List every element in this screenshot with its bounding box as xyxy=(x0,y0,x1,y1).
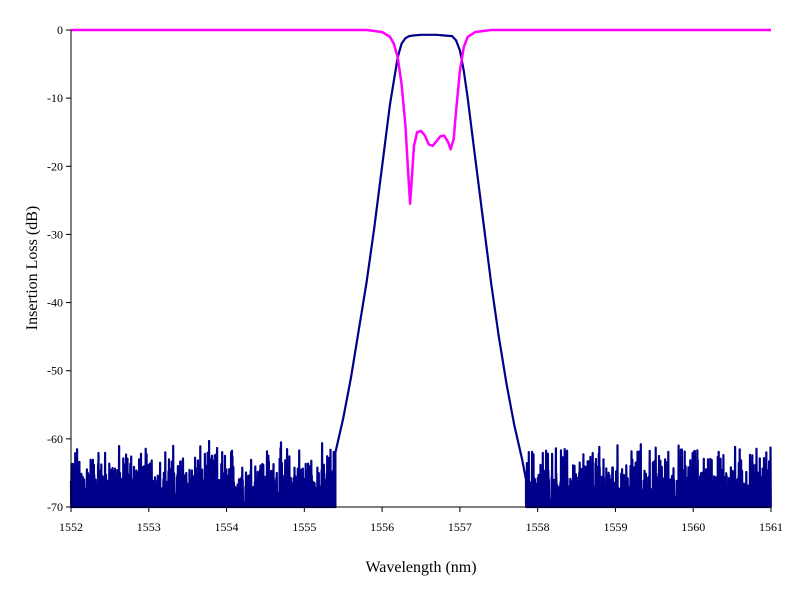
x-tick-label: 1554 xyxy=(215,520,239,534)
x-tick-label: 1556 xyxy=(370,520,394,534)
x-tick-label: 1552 xyxy=(59,520,83,534)
x-tick-label: 1555 xyxy=(292,520,316,534)
x-tick-label: 1559 xyxy=(603,520,627,534)
x-tick-label: 1558 xyxy=(526,520,550,534)
y-tick-label: -30 xyxy=(47,227,63,241)
y-axis-title: Insertion Loss (dB) xyxy=(24,206,41,330)
y-axis-ticks: 0 -10 -20 -30 -40 -50 -60 -70 xyxy=(47,23,71,514)
y-tick-label: -60 xyxy=(47,432,63,446)
x-axis-ticks: 1552 1553 1554 1555 1556 1557 1558 1559 1560 1561 xyxy=(59,507,783,534)
x-axis-title: Wavelength (nm) xyxy=(365,559,476,576)
x-tick-label: 1557 xyxy=(448,520,472,534)
reflection-series-line xyxy=(71,28,771,206)
x-tick-label: 1553 xyxy=(137,520,161,534)
y-tick-label: 0 xyxy=(57,23,63,37)
axes xyxy=(70,30,771,508)
x-tick-label: 1560 xyxy=(681,520,705,534)
plot-area xyxy=(69,28,772,509)
y-tick-label: -40 xyxy=(47,296,63,310)
y-tick-label: -20 xyxy=(47,159,63,173)
y-tick-label: -50 xyxy=(47,364,63,378)
transmission-series-line xyxy=(69,33,772,509)
x-tick-label: 1561 xyxy=(759,520,783,534)
y-tick-label: -70 xyxy=(47,500,63,514)
y-tick-label: -10 xyxy=(47,91,63,105)
